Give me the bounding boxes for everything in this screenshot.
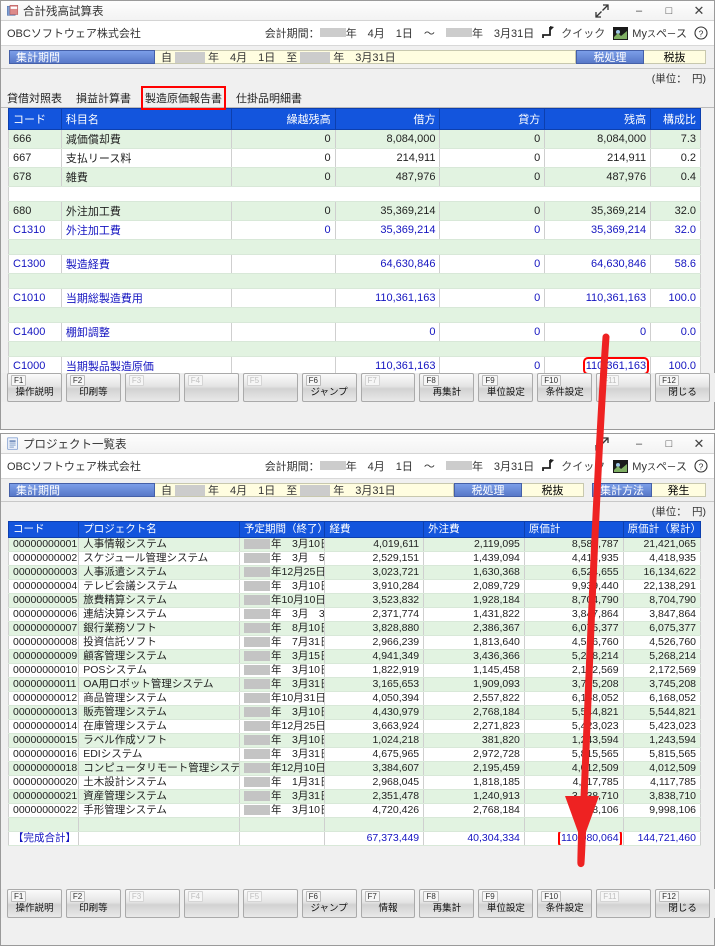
svg-text:?: ?: [699, 29, 704, 39]
svg-text:?: ?: [699, 462, 704, 472]
